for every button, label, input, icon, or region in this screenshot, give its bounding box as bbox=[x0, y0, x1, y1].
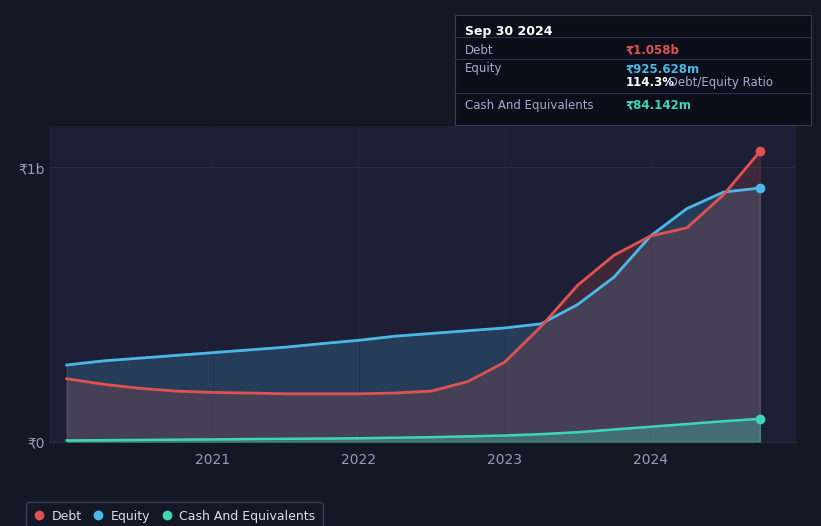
Text: Cash And Equivalents: Cash And Equivalents bbox=[465, 99, 594, 112]
Legend: Debt, Equity, Cash And Equivalents: Debt, Equity, Cash And Equivalents bbox=[25, 502, 323, 526]
Text: ₹925.628m: ₹925.628m bbox=[626, 63, 700, 75]
Text: 114.3%: 114.3% bbox=[626, 76, 675, 88]
Text: Sep 30 2024: Sep 30 2024 bbox=[465, 25, 553, 38]
Text: ₹84.142m: ₹84.142m bbox=[626, 99, 692, 112]
Text: ₹1.058b: ₹1.058b bbox=[626, 44, 680, 57]
Text: Debt/Equity Ratio: Debt/Equity Ratio bbox=[665, 76, 773, 88]
Text: Debt: Debt bbox=[465, 44, 493, 57]
Text: Equity: Equity bbox=[465, 63, 502, 75]
